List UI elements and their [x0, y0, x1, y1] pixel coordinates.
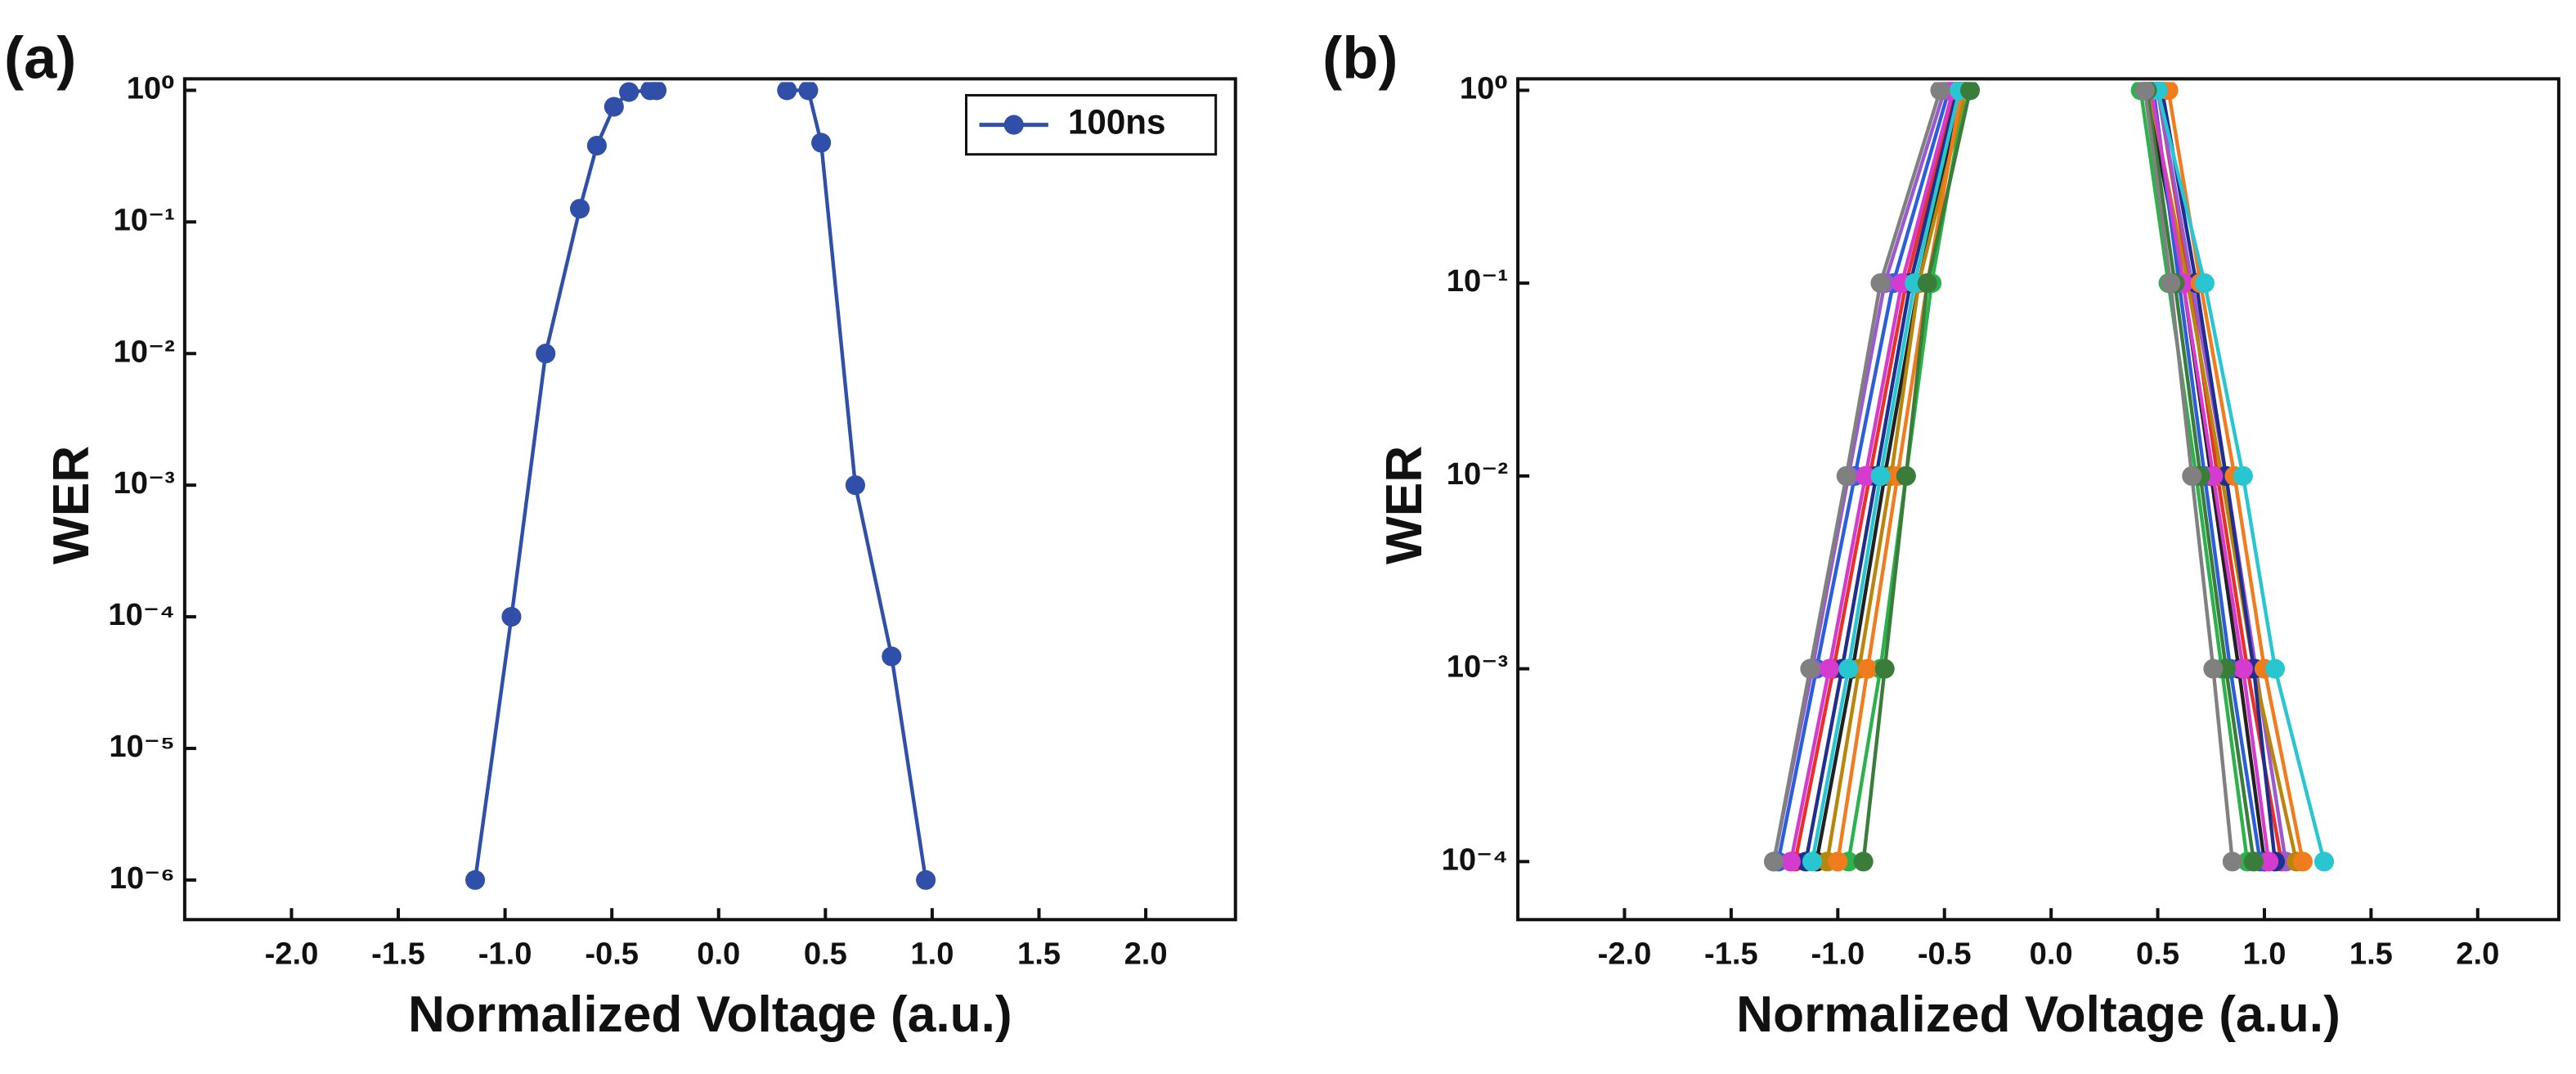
x-tick-label: 0.0 — [697, 937, 740, 972]
y-tick-label: 10⁻³ — [1447, 649, 1508, 685]
x-tick-label: 0.5 — [804, 937, 847, 972]
point — [2161, 273, 2181, 294]
point — [882, 646, 902, 667]
y-tick-label: 10⁻³ — [114, 465, 175, 501]
plot-area — [1764, 82, 2335, 872]
y-tick-label: 10⁻⁵ — [109, 729, 174, 764]
x-tick-label: -1.5 — [1704, 937, 1758, 972]
point — [1870, 273, 1891, 294]
point — [569, 199, 590, 219]
point — [1838, 658, 1859, 679]
point — [604, 97, 624, 117]
x-tick-label: 2.0 — [2456, 937, 2499, 972]
x-tick-label: 2.0 — [1124, 937, 1168, 972]
y-axis-title: WER — [1376, 446, 1433, 564]
x-tick-label: -0.5 — [585, 937, 639, 972]
legend-marker — [1003, 115, 1024, 135]
point — [2182, 465, 2202, 486]
panel-label: (a) — [4, 25, 76, 91]
y-tick-label: 10⁻² — [114, 334, 175, 369]
point — [2194, 273, 2215, 294]
point — [1853, 852, 1874, 872]
y-tick-label: 10⁻⁴ — [1442, 842, 1508, 877]
plot-area — [464, 82, 936, 890]
y-tick-label: 10⁻⁴ — [108, 597, 174, 632]
point — [1917, 273, 1937, 294]
x-tick-label: 1.0 — [2242, 937, 2286, 972]
x-axis-title: Normalized Voltage (a.u.) — [408, 986, 1012, 1043]
x-tick-label: -2.0 — [1598, 937, 1652, 972]
point — [798, 82, 819, 101]
x-tick-label: 1.5 — [2349, 937, 2393, 972]
point — [1819, 658, 1839, 679]
point — [536, 344, 556, 364]
y-tick-label: 10⁻¹ — [1447, 263, 1508, 299]
point — [1856, 465, 1876, 486]
panel: (a) -2.0 -1.5 -1.0 -0.5 0.0 0.5 1.0 1.5 2.0 10⁻⁶ 10… — [4, 25, 1237, 1043]
x-tick-label: -0.5 — [1918, 937, 1972, 972]
point — [2259, 852, 2279, 872]
y-tick-label: 10⁻¹ — [114, 202, 175, 237]
y-tick-label: 10⁻² — [1447, 456, 1508, 492]
point — [646, 82, 667, 101]
panel-label: (b) — [1322, 25, 1398, 91]
plot-frame — [182, 77, 1237, 922]
point — [916, 870, 936, 890]
y-tick-label: 10⁻⁶ — [110, 861, 175, 896]
point — [586, 135, 607, 156]
point — [2203, 658, 2224, 679]
point — [1836, 465, 1856, 486]
point — [2134, 82, 2155, 101]
x-tick-label: -1.0 — [1811, 937, 1865, 972]
point — [501, 606, 522, 627]
point — [1800, 658, 1820, 679]
point — [1959, 82, 1981, 101]
x-tick-label: 1.0 — [910, 937, 954, 972]
point — [1780, 852, 1801, 872]
point — [777, 82, 797, 101]
point — [464, 870, 486, 890]
point — [2233, 465, 2253, 486]
point — [1764, 852, 1784, 872]
legend: 100ns — [964, 93, 1218, 156]
point — [1857, 658, 1878, 679]
x-axis-title: Normalized Voltage (a.u.) — [1736, 986, 2340, 1043]
point — [2222, 852, 2242, 872]
panel: (b) -2.0 -1.5 -1.0 -0.5 0.0 0.5 1.0 1.5 2.0 10⁻⁴ 10… — [1322, 25, 2560, 1043]
x-tick-label: 0.5 — [2136, 937, 2179, 972]
y-axis-title: WER — [43, 446, 100, 564]
y-tick-label: 10⁰ — [1460, 70, 1508, 106]
x-tick-label: 0.0 — [2030, 937, 2073, 972]
point — [1828, 852, 1848, 872]
y-tick-label: 10⁰ — [127, 70, 175, 106]
point — [845, 475, 865, 496]
plot-frame — [1516, 77, 2560, 922]
point — [1870, 465, 1891, 486]
point — [1896, 465, 1916, 486]
legend-label: 100ns — [1068, 103, 1166, 142]
point — [2313, 852, 2335, 872]
point — [811, 133, 832, 153]
x-tick-label: -2.0 — [265, 937, 319, 972]
point — [619, 82, 640, 102]
x-tick-label: -1.5 — [371, 937, 425, 972]
x-tick-label: 1.5 — [1017, 937, 1061, 972]
point — [2243, 852, 2264, 872]
point — [2233, 658, 2253, 679]
point — [2264, 658, 2286, 679]
x-tick-label: -1.0 — [478, 937, 532, 972]
point — [1802, 852, 1823, 872]
point — [2292, 852, 2313, 872]
point — [1874, 658, 1895, 679]
point — [1930, 82, 1950, 101]
